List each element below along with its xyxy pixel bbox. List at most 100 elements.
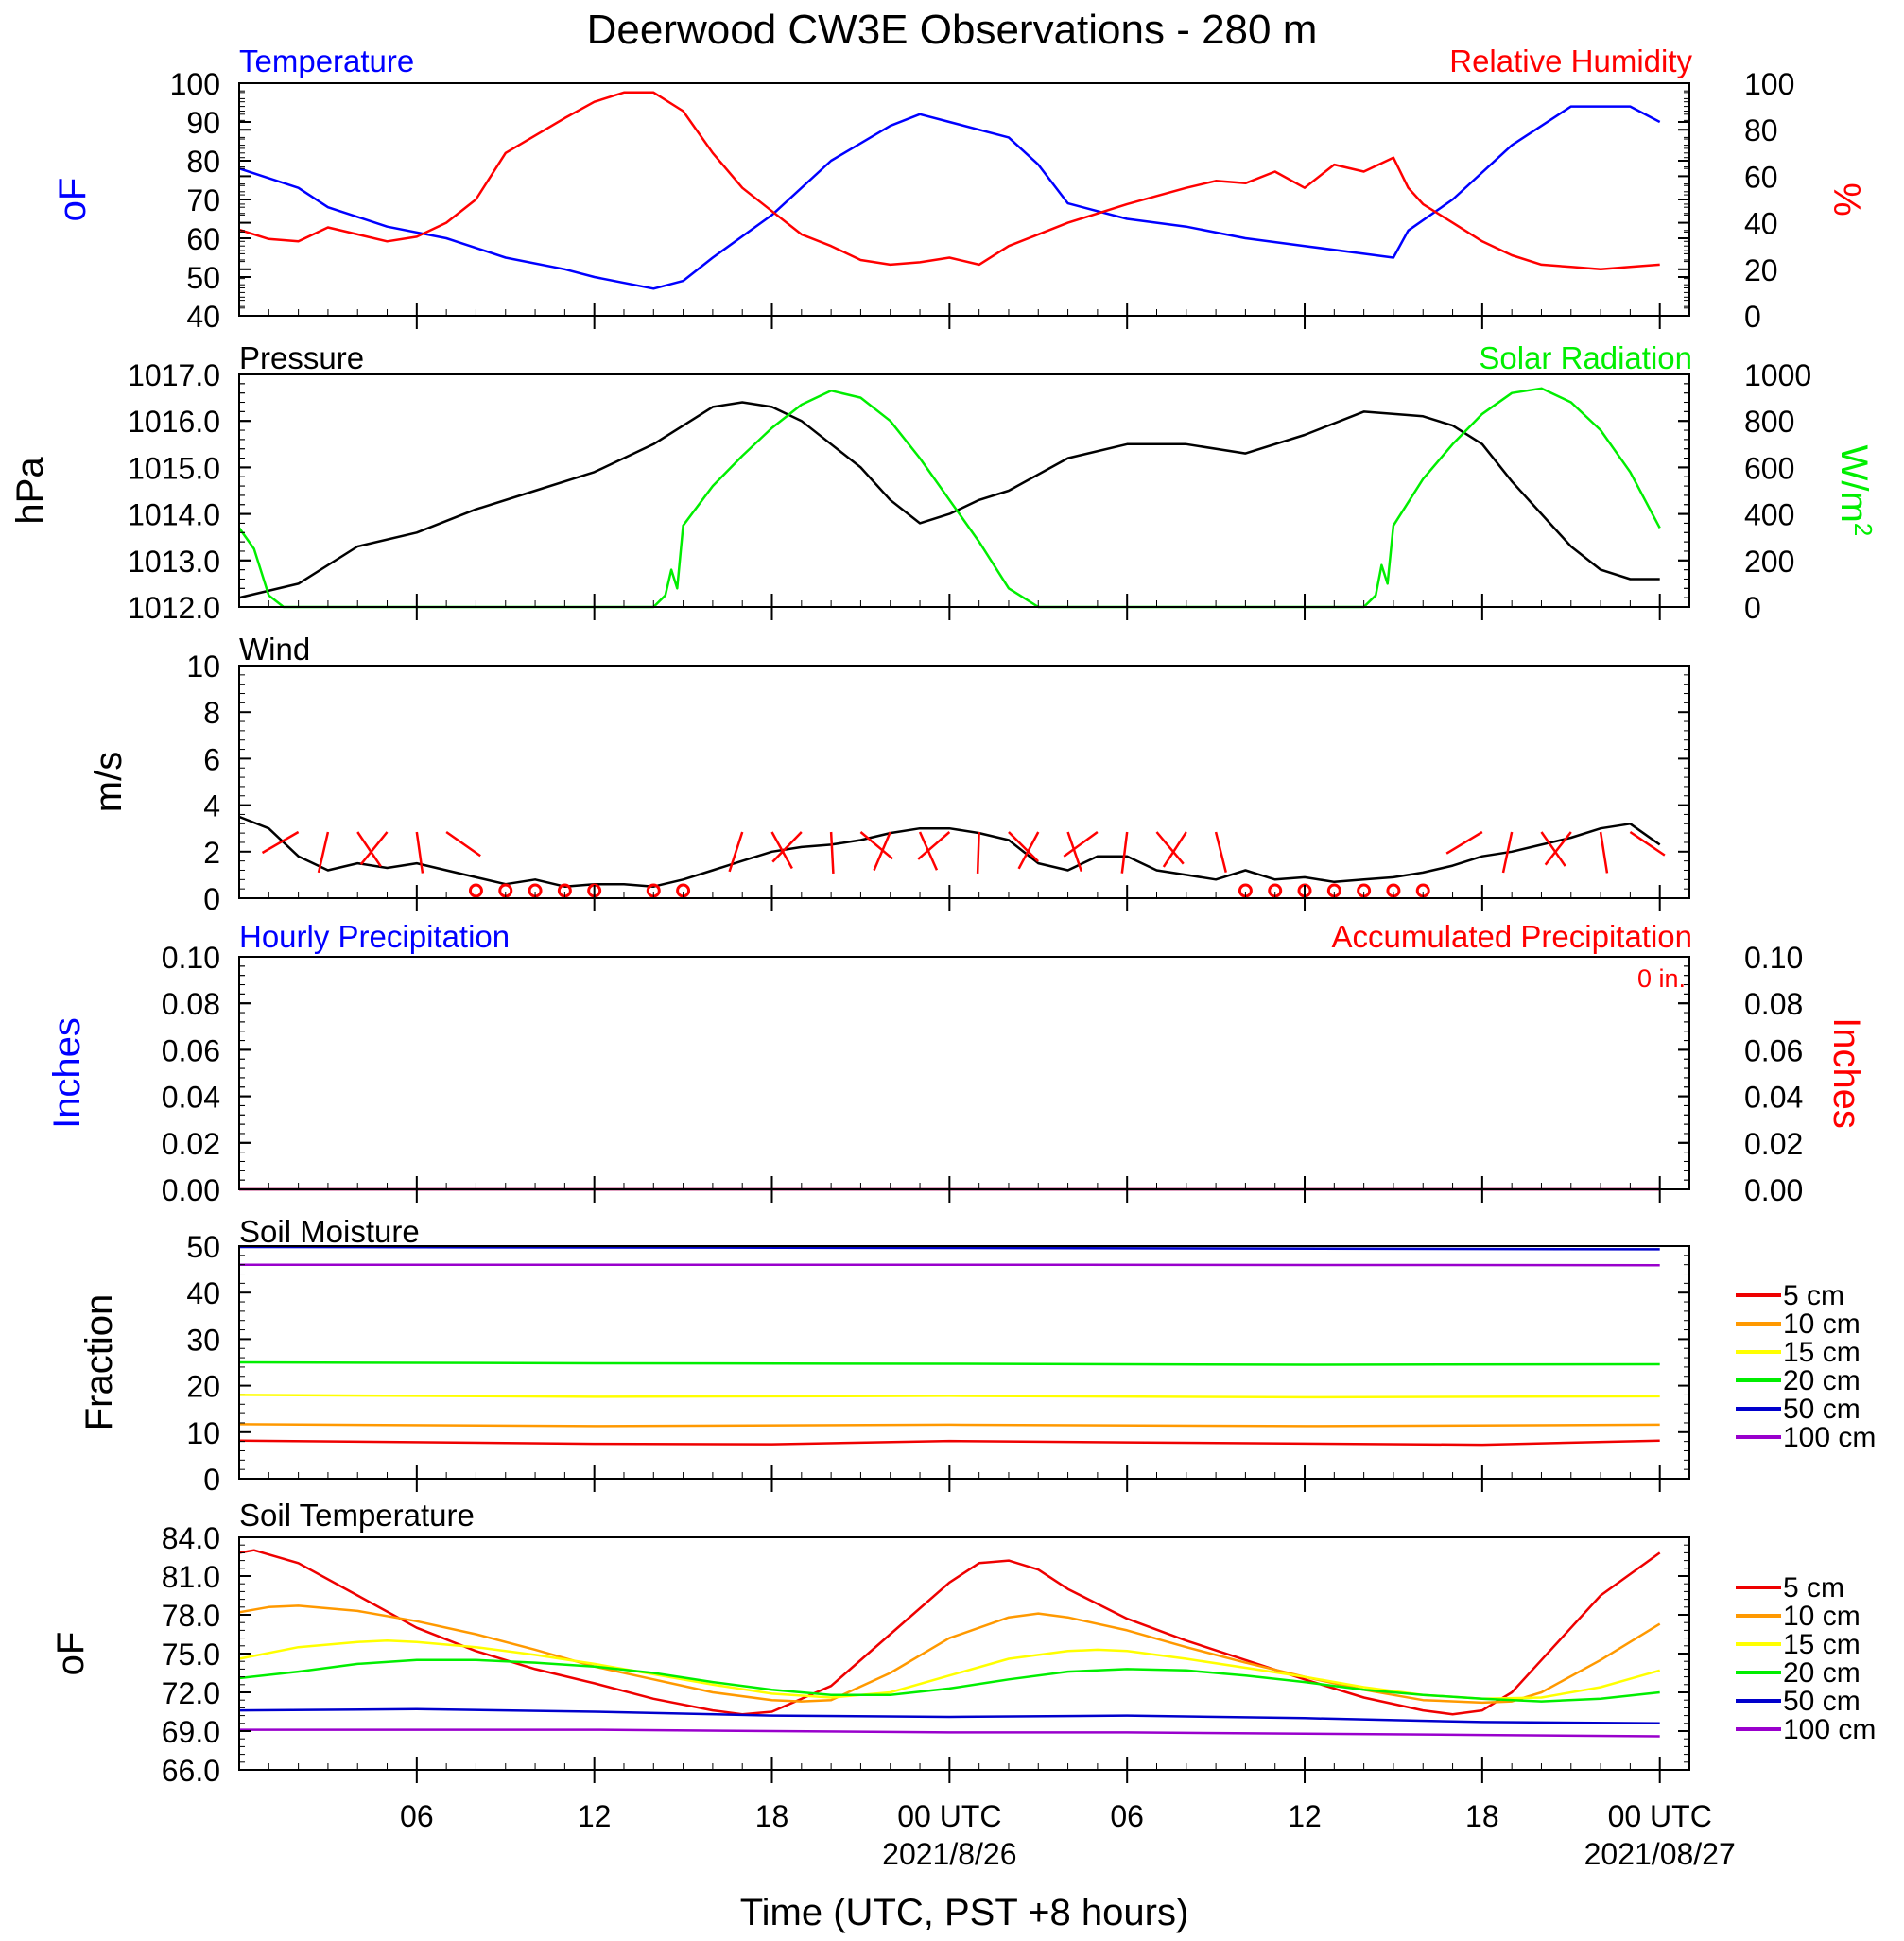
- panel-frame: [238, 665, 1690, 899]
- y-tick-label: 1016.0: [128, 405, 220, 439]
- series-line: Relative Humidity: [238, 91, 1660, 271]
- series-line: 5 cm: [238, 1439, 1660, 1447]
- legend-label: 100 cm: [1783, 1422, 1876, 1453]
- precip-ticks-layer: [268, 1176, 1661, 1203]
- y-tick-label: 8: [203, 696, 220, 730]
- legend-label: 5 cm: [1783, 1280, 1844, 1311]
- x-tick-label: 12: [1288, 1799, 1322, 1833]
- y-tick-label: 81.0: [162, 1560, 220, 1594]
- y-tick-label: 40: [186, 1276, 220, 1310]
- legend-label: 5 cm: [1783, 1572, 1844, 1603]
- soil-moisture-left-unit: Fraction: [78, 1294, 120, 1431]
- wind-barb: [917, 831, 951, 860]
- temp-left-ticks: 100 90 80 70 60 50 40: [170, 67, 1689, 334]
- y-tick-label: 0.10: [1744, 941, 1803, 975]
- y-tick-label: 1000: [1744, 358, 1811, 392]
- wind-barb: [261, 830, 300, 855]
- panel-precipitation: Hourly Precipitation Accumulated Precipit…: [46, 919, 1867, 1207]
- pressure-right-unit: W/m2: [1833, 445, 1878, 537]
- series-line: 100 cm: [239, 1728, 1660, 1738]
- y-tick-label: 78.0: [162, 1599, 220, 1633]
- wind-barb: [356, 831, 382, 868]
- pressure-right-ticks: 1000 800 600 400 200 0: [239, 358, 1811, 625]
- series-line: 20 cm: [238, 1658, 1660, 1703]
- chart-title: Deerwood CW3E Observations - 280 m: [587, 7, 1318, 53]
- y-tick-label: 0.08: [1744, 987, 1803, 1021]
- temp-right-ticks: 100 80 60 40 20 0: [239, 67, 1794, 334]
- y-tick-label: 100: [1744, 67, 1794, 101]
- legend-label: 50 cm: [1783, 1394, 1861, 1425]
- wind-barb: [976, 831, 980, 875]
- y-tick-label: 6: [203, 742, 220, 776]
- soil-temp-ticks-layer: [268, 1757, 1661, 1770]
- temp-ticks-layer: [268, 303, 1661, 329]
- wind-barb: [1063, 830, 1099, 858]
- precip-right-ticks: 0.10 0.08 0.06 0.04 0.02 0.00: [239, 941, 1803, 1207]
- x-axis-label: Time (UTC, PST +8 hours): [740, 1892, 1189, 1933]
- pressure-left-unit: hPa: [9, 457, 51, 525]
- y-tick-label: 100: [170, 67, 220, 101]
- temp-right-title: Relative Humidity: [1449, 43, 1692, 78]
- precip-right-unit: Inches: [1826, 1017, 1867, 1129]
- y-tick-label: 0.06: [1744, 1033, 1803, 1067]
- y-tick-label: 80: [186, 145, 220, 179]
- wind-barb: [1544, 831, 1572, 866]
- x-tick-date: 2021/08/27: [1584, 1837, 1736, 1871]
- soil-moisture-left-ticks: 50 40 30 20 10 0: [186, 1230, 1689, 1497]
- legend-label: 10 cm: [1783, 1308, 1861, 1340]
- wind-barb: [445, 830, 481, 858]
- y-tick-label: 40: [1744, 207, 1778, 241]
- wind-left-title: Wind: [239, 632, 310, 667]
- y-tick-label: 0.06: [162, 1033, 220, 1067]
- y-tick-label: 1015.0: [128, 451, 220, 485]
- wind-barb: [771, 831, 803, 863]
- series-line: 50 cm: [238, 1245, 1660, 1251]
- wind-barb: [1445, 830, 1483, 855]
- wind-barb: [1017, 831, 1040, 870]
- wind-barb: [415, 831, 424, 874]
- precip-total-label: 0 in.: [1637, 964, 1686, 993]
- wind-barb: [770, 831, 793, 870]
- y-tick-label: 50: [186, 261, 220, 295]
- precip-left-title: Hourly Precipitation: [239, 919, 510, 954]
- series-line: Wind: [238, 815, 1661, 888]
- soil-moisture-left-title: Soil Moisture: [239, 1214, 420, 1249]
- pressure-right-title: Solar Radiation: [1479, 340, 1692, 375]
- temp-left-title: Temperature: [239, 43, 414, 78]
- precip-left-unit: Inches: [46, 1017, 88, 1129]
- y-tick-label: 0: [203, 882, 220, 916]
- series-line: 100 cm: [239, 1263, 1660, 1267]
- y-tick-label: 30: [186, 1323, 220, 1357]
- y-tick-label: 0.08: [162, 987, 220, 1021]
- pressure-left-ticks: 1017.0 1016.0 1015.0 1014.0 1013.0 1012.0: [128, 358, 1689, 625]
- y-tick-label: 0: [1744, 300, 1761, 334]
- series-line: 15 cm: [238, 1394, 1660, 1399]
- series-line: Solar Radiation: [237, 387, 1661, 609]
- series-line: 5 cm: [238, 1549, 1661, 1716]
- y-tick-label: 90: [186, 106, 220, 140]
- panel-frame: [238, 373, 1690, 608]
- x-tick-label: 18: [755, 1799, 789, 1833]
- temp-right-unit: %: [1826, 182, 1867, 217]
- panel-frame: [238, 956, 1690, 1190]
- panel-frame: [238, 1245, 1690, 1480]
- legend-label: 50 cm: [1783, 1686, 1861, 1717]
- soil-temp-left-title: Soil Temperature: [239, 1498, 475, 1533]
- y-tick-label: 0.10: [162, 941, 220, 975]
- panel-frame: [238, 82, 1690, 317]
- wind-barb: [1155, 831, 1185, 865]
- wind-barb: [1599, 831, 1609, 874]
- wind-barb: [1540, 831, 1566, 867]
- y-tick-label: 20: [186, 1370, 220, 1404]
- wind-barb: [873, 831, 891, 871]
- series-line: 15 cm: [238, 1639, 1661, 1701]
- legend-label: 100 cm: [1783, 1714, 1876, 1745]
- series-line: 20 cm: [238, 1360, 1660, 1366]
- y-tick-label: 0.02: [162, 1127, 220, 1161]
